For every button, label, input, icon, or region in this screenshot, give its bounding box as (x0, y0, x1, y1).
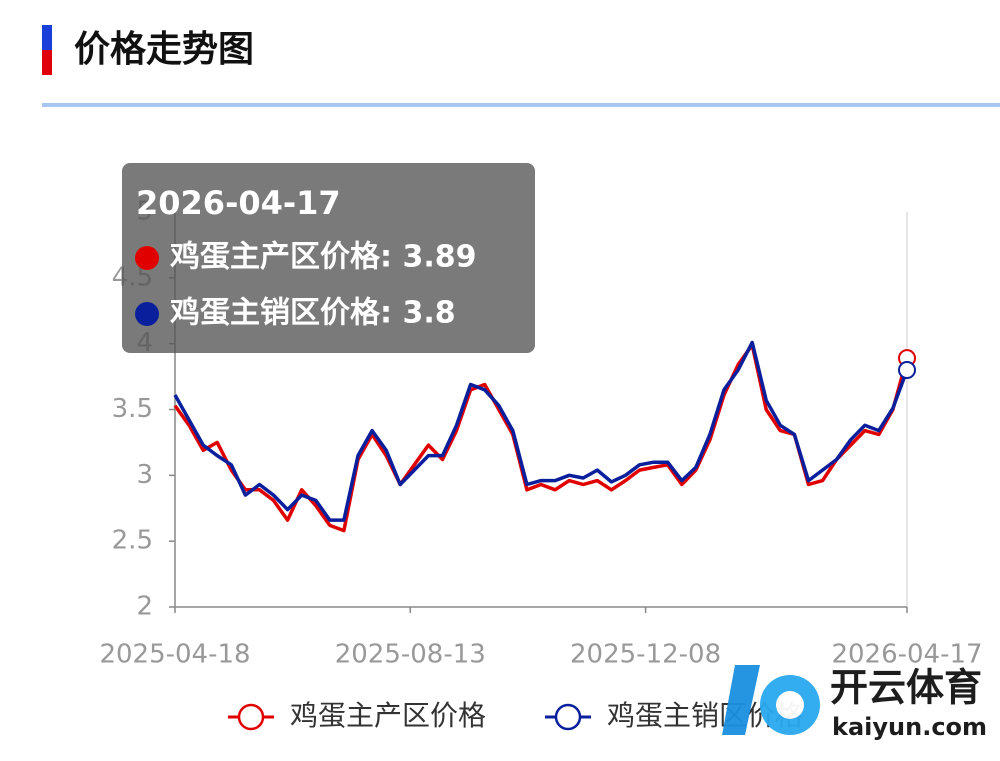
end-marker (898, 361, 916, 379)
tooltip-dot (135, 302, 159, 326)
legend-marker (554, 703, 582, 731)
header-bar-top (42, 25, 52, 50)
watermark-site: kaiyun.com (832, 713, 987, 741)
x-tick-label: 2026-04-17 (831, 640, 982, 670)
tooltip-line: 鸡蛋主销区价格: 3.8 (170, 296, 456, 331)
x-tick-label: 2025-04-18 (99, 640, 250, 670)
tooltip-line: 鸡蛋主产区价格: 3.89 (170, 240, 476, 275)
watermark-logo (722, 665, 760, 735)
tooltip-dot (135, 246, 159, 270)
tooltip-box (122, 163, 535, 353)
legend-marker (237, 703, 265, 731)
watermark-brand: 开云体育 (830, 666, 982, 710)
watermark: 开云体育 kaiyun.com (722, 665, 987, 741)
watermark-logo-core (776, 691, 804, 719)
y-tick-label: 3.5 (112, 394, 153, 424)
y-tick-label: 2.5 (112, 526, 153, 556)
header-bar-bottom (42, 50, 52, 75)
y-tick-label: 2 (136, 592, 153, 622)
y-tick-label: 3 (136, 460, 153, 490)
legend-item[interactable]: 鸡蛋主产区价格 (228, 699, 486, 732)
x-tick-label: 2025-12-08 (570, 640, 721, 670)
series-line (173, 340, 909, 522)
x-tick-label: 2025-08-13 (335, 640, 486, 670)
tooltip-date: 2026-04-17 (136, 184, 341, 222)
header-rule (42, 103, 1000, 107)
chart-title: 价格走势图 (74, 29, 254, 70)
legend-label: 鸡蛋主产区价格 (290, 699, 486, 732)
